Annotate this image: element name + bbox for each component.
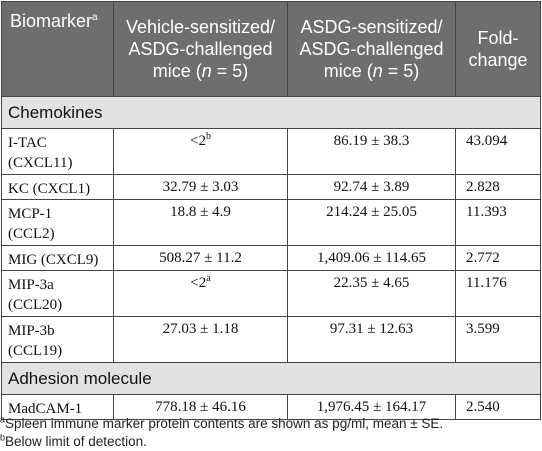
vehicle-value: 18.8 ± 4.9 [113, 199, 288, 246]
fold-change-value: 43.094 [455, 128, 541, 175]
footnote-a: aSpleen immune marker protein contents a… [0, 414, 444, 431]
section-row-chemokines: Chemokines [1, 96, 541, 129]
vehicle-value: 778.18 ± 46.16 [113, 394, 288, 420]
vehicle-value: <2a [113, 270, 288, 317]
table-row: KC (CXCL1) 32.79 ± 3.03 92.74 ± 3.89 2.8… [1, 174, 541, 200]
header-vehicle-group: Vehicle-sensitized/ ASDG-challenged mice… [113, 1, 288, 97]
vehicle-value: 508.27 ± 11.2 [113, 245, 288, 271]
vehicle-value: <2b [113, 128, 288, 175]
table-row: MadCAM-1 778.18 ± 46.16 1,976.45 ± 164.1… [1, 394, 541, 420]
asdg-value: 97.31 ± 12.63 [287, 316, 456, 363]
section-title: Chemokines [1, 96, 541, 129]
section-row-adhesion-molecule: Adhesion molecule [1, 362, 541, 395]
asdg-value: 22.35 ± 4.65 [287, 270, 456, 317]
table-row: MIP-3b (CCL19) 27.03 ± 1.18 97.31 ± 12.63… [1, 316, 541, 363]
table-row: I-TAC (CXCL11) <2b 86.19 ± 38.3 43.094 [1, 128, 541, 175]
asdg-value: 214.24 ± 25.05 [287, 199, 456, 246]
biomarker-name: MIG (CXCL9) [1, 245, 114, 271]
biomarker-name: MadCAM-1 [1, 394, 114, 420]
header-biomarker: Biomarkera [1, 1, 114, 97]
vehicle-value: 27.03 ± 1.18 [113, 316, 288, 363]
biomarker-name: MIP-3a (CCL20) [1, 270, 114, 317]
fold-change-value: 2.772 [455, 245, 541, 271]
table-row: MCP-1 (CCL2) 18.8 ± 4.9 214.24 ± 25.05 11… [1, 199, 541, 246]
fold-change-value: 3.599 [455, 316, 541, 363]
biomarker-table: Biomarkera Vehicle-sensitized/ ASDG-chal… [1, 1, 541, 420]
header-asdg-group: ASDG-sensitized/ ASDG-challenged mice (n… [287, 1, 456, 97]
fold-change-value: 2.828 [455, 174, 541, 200]
biomarker-name: I-TAC (CXCL11) [1, 128, 114, 175]
biomarker-name: MIP-3b (CCL19) [1, 316, 114, 363]
header-fold-change: Fold- change [455, 1, 541, 97]
fold-change-value: 11.176 [455, 270, 541, 317]
section-title: Adhesion molecule [1, 362, 541, 395]
biomarker-name: MCP-1 (CCL2) [1, 199, 114, 246]
table-row: MIP-3a (CCL20) <2a 22.35 ± 4.65 11.176 [1, 270, 541, 317]
table-row: MIG (CXCL9) 508.27 ± 11.2 1,409.06 ± 114… [1, 245, 541, 271]
biomarker-name: KC (CXCL1) [1, 174, 114, 200]
fold-change-value: 2.540 [455, 394, 541, 420]
footnote-b: bBelow limit of detection. [0, 432, 147, 449]
fold-change-value: 11.393 [455, 199, 541, 246]
asdg-value: 92.74 ± 3.89 [287, 174, 456, 200]
asdg-value: 1,409.06 ± 114.65 [287, 245, 456, 271]
vehicle-value: 32.79 ± 3.03 [113, 174, 288, 200]
asdg-value: 86.19 ± 38.3 [287, 128, 456, 175]
table-header-row: Biomarkera Vehicle-sensitized/ ASDG-chal… [1, 1, 541, 97]
